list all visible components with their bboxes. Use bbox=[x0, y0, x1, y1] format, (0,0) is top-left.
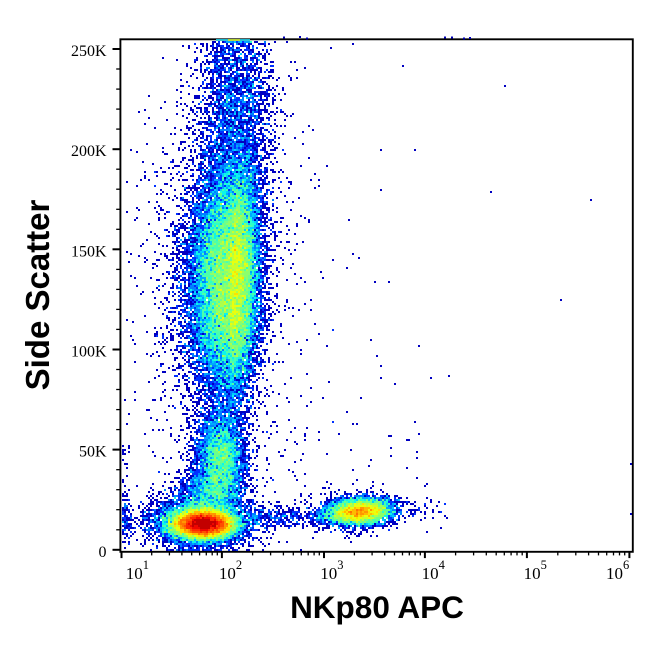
svg-text:NKp80 APC: NKp80 APC bbox=[290, 589, 464, 625]
svg-text:50K: 50K bbox=[79, 444, 107, 461]
svg-text:0: 0 bbox=[99, 544, 107, 561]
svg-text:200K: 200K bbox=[71, 143, 107, 160]
svg-text:250K: 250K bbox=[71, 43, 107, 60]
svg-text:150K: 150K bbox=[71, 243, 107, 260]
svg-text:100K: 100K bbox=[71, 344, 107, 361]
svg-text:Side Scatter: Side Scatter bbox=[19, 199, 56, 390]
